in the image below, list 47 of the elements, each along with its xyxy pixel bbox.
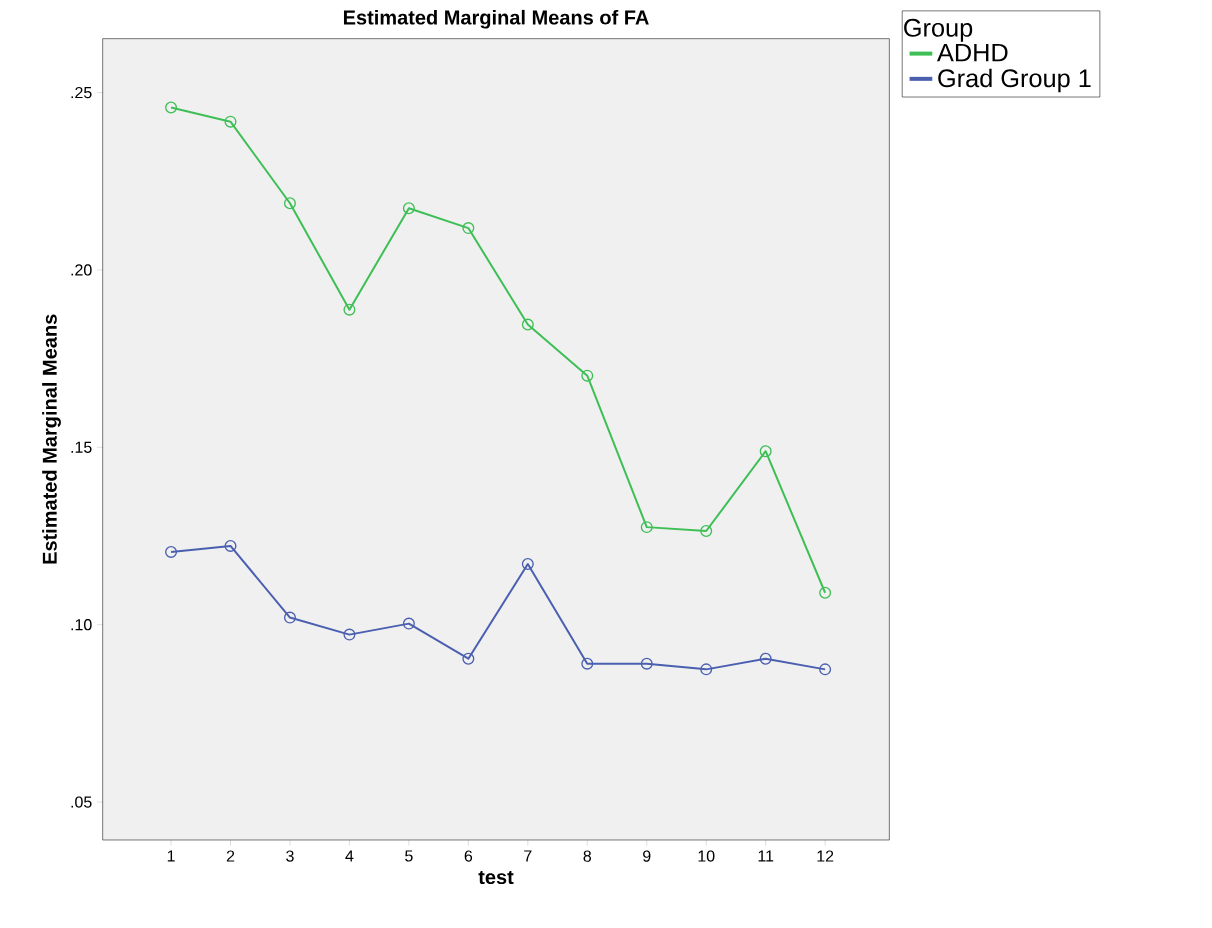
- y-axis-title: Estimated Marginal Means: [42, 314, 61, 564]
- point: [343, 628, 356, 641]
- x-tick-label: 9: [643, 850, 651, 862]
- point: [343, 303, 356, 316]
- point: [224, 539, 237, 552]
- point: [521, 318, 534, 331]
- x-tick-label: 2: [226, 850, 235, 862]
- point: [462, 222, 475, 235]
- y-tick-label: .25: [71, 86, 92, 99]
- x-tick-label: 5: [405, 850, 413, 862]
- point: [165, 545, 178, 558]
- x-tick-label: 11: [758, 850, 774, 862]
- legend-label: ADHD: [937, 43, 1008, 62]
- chart-title: Estimated Marginal Means of FA: [343, 9, 649, 29]
- point: [759, 445, 772, 458]
- x-tick-label: 12: [817, 850, 834, 862]
- point: [819, 586, 832, 599]
- x-tick-label: 1: [167, 850, 175, 862]
- point: [165, 101, 178, 114]
- point: [581, 369, 594, 382]
- y-tick-label: .05: [71, 796, 92, 808]
- legend-title: Group: [904, 18, 973, 42]
- point: [819, 663, 832, 676]
- x-tick-label: 6: [464, 850, 473, 862]
- point: [640, 521, 653, 534]
- x-tick-label: 8: [583, 850, 592, 862]
- y-tick-label: .20: [71, 264, 92, 276]
- point: [700, 525, 713, 538]
- point: [224, 115, 237, 128]
- point: [640, 657, 653, 670]
- x-tick-label: 7: [524, 850, 532, 862]
- point: [462, 652, 475, 665]
- y-tick-label: .10: [71, 619, 92, 631]
- legend-label: Grad Group 1: [938, 68, 1091, 93]
- point: [402, 617, 415, 630]
- x-axis-title: test: [478, 870, 514, 885]
- point: [700, 663, 713, 676]
- x-tick-label: 4: [345, 850, 354, 862]
- x-tick-label: 10: [698, 850, 715, 862]
- point: [759, 652, 772, 665]
- point: [402, 202, 415, 215]
- x-tick-label: 3: [286, 850, 294, 862]
- y-tick-label: .15: [71, 441, 92, 453]
- point: [283, 611, 296, 624]
- point: [521, 558, 534, 571]
- point: [283, 197, 296, 210]
- point: [581, 657, 594, 670]
